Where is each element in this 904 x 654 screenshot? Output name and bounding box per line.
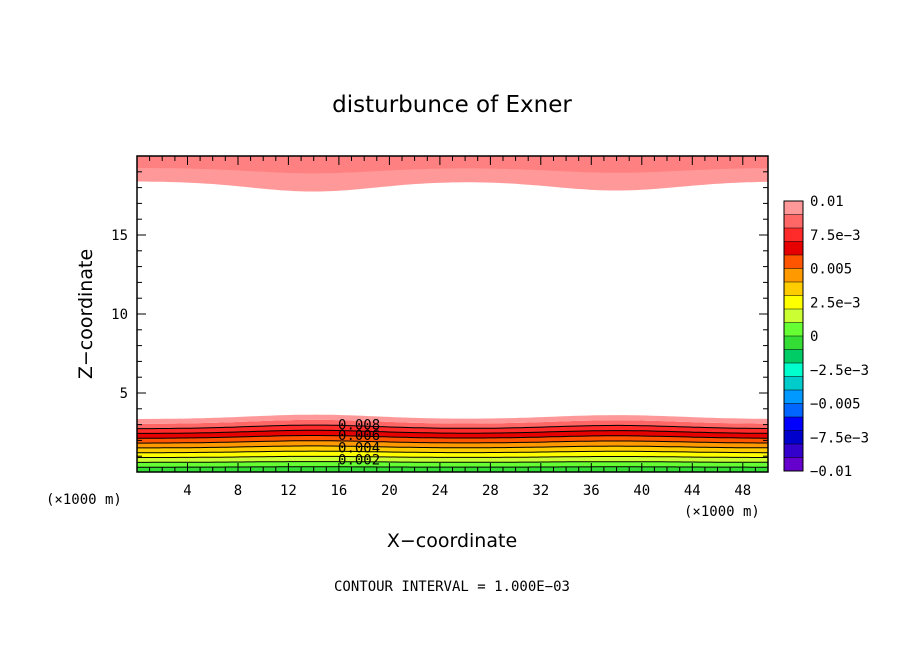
x-tick-label: 40 [633, 483, 650, 499]
x-tick-label: 24 [431, 483, 448, 499]
colorbar-swatch [784, 322, 803, 337]
colorbar-label: 0 [810, 329, 818, 345]
y-tick-label: 10 [111, 307, 128, 323]
colorbar-swatch [784, 201, 803, 215]
contour-label: 0.004 [338, 441, 380, 457]
chart-title: disturbunce of Exner [332, 92, 572, 118]
colorbar-label: 0.01 [810, 194, 844, 210]
colorbar-swatch [784, 255, 803, 269]
y-tick-label: 5 [120, 386, 128, 402]
contour-band [137, 430, 768, 439]
contour-line [137, 440, 768, 444]
contour-label: 0.002 [338, 452, 380, 468]
colorbar-labels: 0.01 7.5e−3 0.005 2.5e−3 0 −2.5e−3 −0.005 −7.5e… [810, 194, 869, 480]
x-tick-label: 32 [532, 483, 549, 499]
contour-line [137, 455, 768, 458]
colorbar-swatch [784, 228, 803, 242]
colorbar-swatch [784, 444, 803, 458]
colorbar-swatch [784, 241, 803, 256]
contour-line [137, 461, 768, 463]
colorbar-swatch [784, 349, 803, 364]
colorbar-swatch [784, 390, 803, 404]
x-axis-ticks: 4 8 12 16 20 24 28 32 36 40 44 48 [149, 156, 756, 499]
contour-line [137, 424, 768, 430]
contour-line [137, 429, 769, 434]
contour-interval-footer: CONTOUR INTERVAL = 1.000E−03 [334, 579, 570, 595]
colorbar-swatch [784, 282, 803, 296]
contour-label: 0.008 [338, 418, 380, 434]
contour-band-top [137, 156, 768, 174]
colorbar-swatch [784, 295, 803, 310]
contour-line [137, 445, 768, 449]
colorbar-swatch [784, 268, 803, 283]
x-tick-label: 48 [734, 483, 751, 499]
colorbar-swatch [784, 363, 803, 377]
contour-fill-layer [137, 156, 768, 472]
colorbar-swatch [784, 336, 803, 350]
contour-band [137, 461, 768, 468]
y-tick-label: 15 [111, 228, 128, 244]
x-tick-label: 28 [482, 483, 499, 499]
x-tick-label: 12 [280, 483, 297, 499]
x-tick-label: 4 [183, 483, 191, 499]
colorbar-swatch [784, 376, 803, 391]
x-tick-label: 44 [684, 483, 701, 499]
contour-band [137, 435, 768, 444]
y-axis-label: Z−coordinate [75, 249, 97, 379]
colorbar-swatch [784, 430, 803, 445]
colorbar-swatch [784, 214, 803, 229]
contour-band [137, 451, 768, 458]
contour-band [137, 419, 768, 429]
colorbar-label: −0.01 [810, 464, 852, 480]
colorbar-swatch [784, 457, 803, 472]
x-tick-label: 8 [234, 483, 242, 499]
x-axis-label: X−coordinate [387, 530, 517, 552]
contour-line-layer [137, 424, 769, 468]
colorbar-frame [783, 200, 804, 472]
colorbar-label: 7.5e−3 [810, 228, 861, 244]
y-axis-ticks: 5 10 15 [111, 171, 768, 457]
x-tick-label: 20 [381, 483, 398, 499]
colorbar-swatch [784, 403, 803, 418]
contour-line [137, 435, 768, 439]
colorbar-label: −0.005 [810, 397, 861, 413]
colorbar-label: −2.5e−3 [810, 363, 869, 379]
colorbar-label: 2.5e−3 [810, 295, 861, 311]
x-unit-left: (×1000 m) [46, 492, 122, 508]
x-tick-label: 16 [330, 483, 347, 499]
x-tick-label: 36 [583, 483, 600, 499]
contour-band [137, 414, 768, 424]
contour-line [137, 450, 768, 454]
contour-band [137, 456, 768, 463]
colorbar-label: −7.5e−3 [810, 430, 869, 446]
colorbar-label: 0.005 [810, 262, 852, 278]
colorbar-swatch [784, 417, 803, 431]
colorbar [783, 200, 804, 472]
contour-label: 0.006 [338, 428, 380, 444]
colorbar-swatch [784, 309, 803, 323]
x-unit-right: (×1000 m) [684, 504, 760, 520]
contour-band [137, 425, 768, 434]
